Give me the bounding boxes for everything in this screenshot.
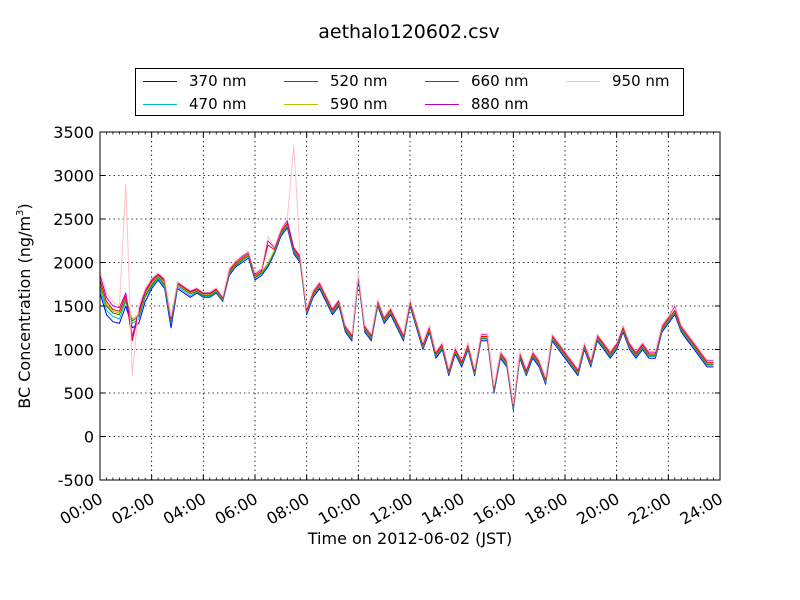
series-group (99, 144, 714, 411)
legend-label: 880 nm (471, 95, 529, 113)
x-tick-label: 10:00 (315, 489, 364, 529)
y-tick-label: 1500 (53, 297, 94, 316)
legend-label: 950 nm (612, 72, 670, 90)
legend-item: 520 nm (284, 70, 388, 92)
y-tick-label: 3000 (53, 167, 94, 186)
y-tick-label: 0 (84, 428, 94, 447)
x-tick-label: 02:00 (108, 489, 157, 529)
legend-item: 370 nm (143, 70, 247, 92)
legend-item: 590 nm (284, 93, 388, 115)
x-tick-label: 14:00 (418, 489, 467, 529)
legend-label: 590 nm (330, 95, 388, 113)
y-tick-label: 500 (63, 384, 94, 403)
x-tick-label: 22:00 (625, 489, 674, 529)
y-axis-label-tail: ) (15, 203, 34, 209)
y-axis-label: BC Concentration (ng/m3) (15, 203, 34, 408)
y-tick-label: -500 (58, 471, 94, 490)
legend-swatch (284, 103, 318, 105)
legend-item: 470 nm (143, 93, 247, 115)
chart-title: aethalo120602.csv (318, 21, 500, 43)
x-tick-label: 06:00 (212, 489, 261, 529)
legend-item: 660 nm (425, 70, 529, 92)
y-tick-label: 2500 (53, 210, 94, 229)
legend-label: 660 nm (471, 72, 529, 90)
legend-swatch (284, 80, 318, 82)
legend-label: 470 nm (189, 95, 247, 113)
legend-swatch (566, 80, 600, 82)
legend: 370 nm 470 nm 520 nm 590 nm 660 nm 880 nm 950 … (135, 68, 684, 116)
legend-item: 880 nm (425, 93, 529, 115)
x-tick-label: 08:00 (263, 489, 312, 529)
x-tick-label: 12:00 (367, 489, 416, 529)
axis-ticks (99, 131, 721, 481)
legend-label: 520 nm (330, 72, 388, 90)
x-tick-label: 00:00 (57, 489, 106, 529)
legend-label: 370 nm (189, 72, 247, 90)
legend-swatch (425, 80, 459, 82)
series-line-950-nm (99, 144, 714, 404)
y-tick-labels: -500 0 500 1000 1500 2000 2500 3000 3500 (53, 123, 94, 490)
y-axis-label-sup: 3 (15, 210, 26, 216)
y-tick-label: 3500 (53, 123, 94, 142)
x-tick-labels: 00:00 02:00 04:00 06:00 08:00 10:00 12:00 14:00… (57, 489, 726, 529)
y-tick-label: 2000 (53, 254, 94, 273)
y-axis-label-main: BC Concentration (ng/m (15, 216, 34, 409)
x-axis-label: Time on 2012-06-02 (JST) (307, 529, 512, 548)
legend-item: 950 nm (566, 70, 670, 92)
x-tick-label: 16:00 (470, 489, 519, 529)
legend-swatch (143, 103, 177, 105)
series-line-880-nm (99, 220, 714, 405)
x-tick-label: 20:00 (573, 489, 622, 529)
legend-swatch (143, 80, 177, 82)
legend-swatch (425, 103, 459, 105)
y-tick-label: 1000 (53, 341, 94, 360)
x-tick-label: 18:00 (522, 489, 571, 529)
x-tick-label: 04:00 (160, 489, 209, 529)
x-tick-label: 24:00 (677, 489, 726, 529)
